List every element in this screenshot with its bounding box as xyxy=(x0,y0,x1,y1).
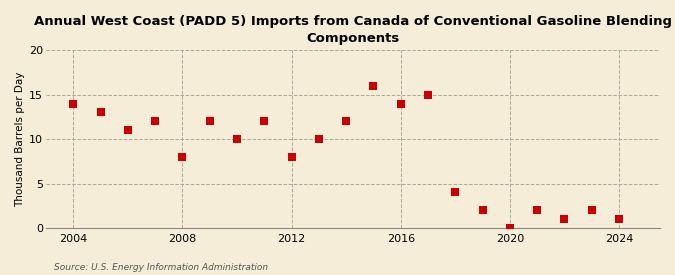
Point xyxy=(205,119,215,123)
Point xyxy=(559,217,570,221)
Point xyxy=(532,208,543,212)
Point xyxy=(477,208,488,212)
Point xyxy=(68,101,79,106)
Point xyxy=(587,208,597,212)
Point xyxy=(286,155,297,159)
Title: Annual West Coast (PADD 5) Imports from Canada of Conventional Gasoline Blending: Annual West Coast (PADD 5) Imports from … xyxy=(34,15,672,45)
Point xyxy=(504,226,515,230)
Point xyxy=(123,128,134,133)
Point xyxy=(232,137,242,141)
Point xyxy=(150,119,161,123)
Point xyxy=(313,137,324,141)
Point xyxy=(396,101,406,106)
Text: Source: U.S. Energy Information Administration: Source: U.S. Energy Information Administ… xyxy=(54,263,268,272)
Point xyxy=(423,92,433,97)
Point xyxy=(259,119,270,123)
Point xyxy=(450,190,461,195)
Point xyxy=(177,155,188,159)
Point xyxy=(368,84,379,88)
Point xyxy=(341,119,352,123)
Point xyxy=(95,110,106,115)
Y-axis label: Thousand Barrels per Day: Thousand Barrels per Day xyxy=(15,72,25,207)
Point xyxy=(614,217,624,221)
